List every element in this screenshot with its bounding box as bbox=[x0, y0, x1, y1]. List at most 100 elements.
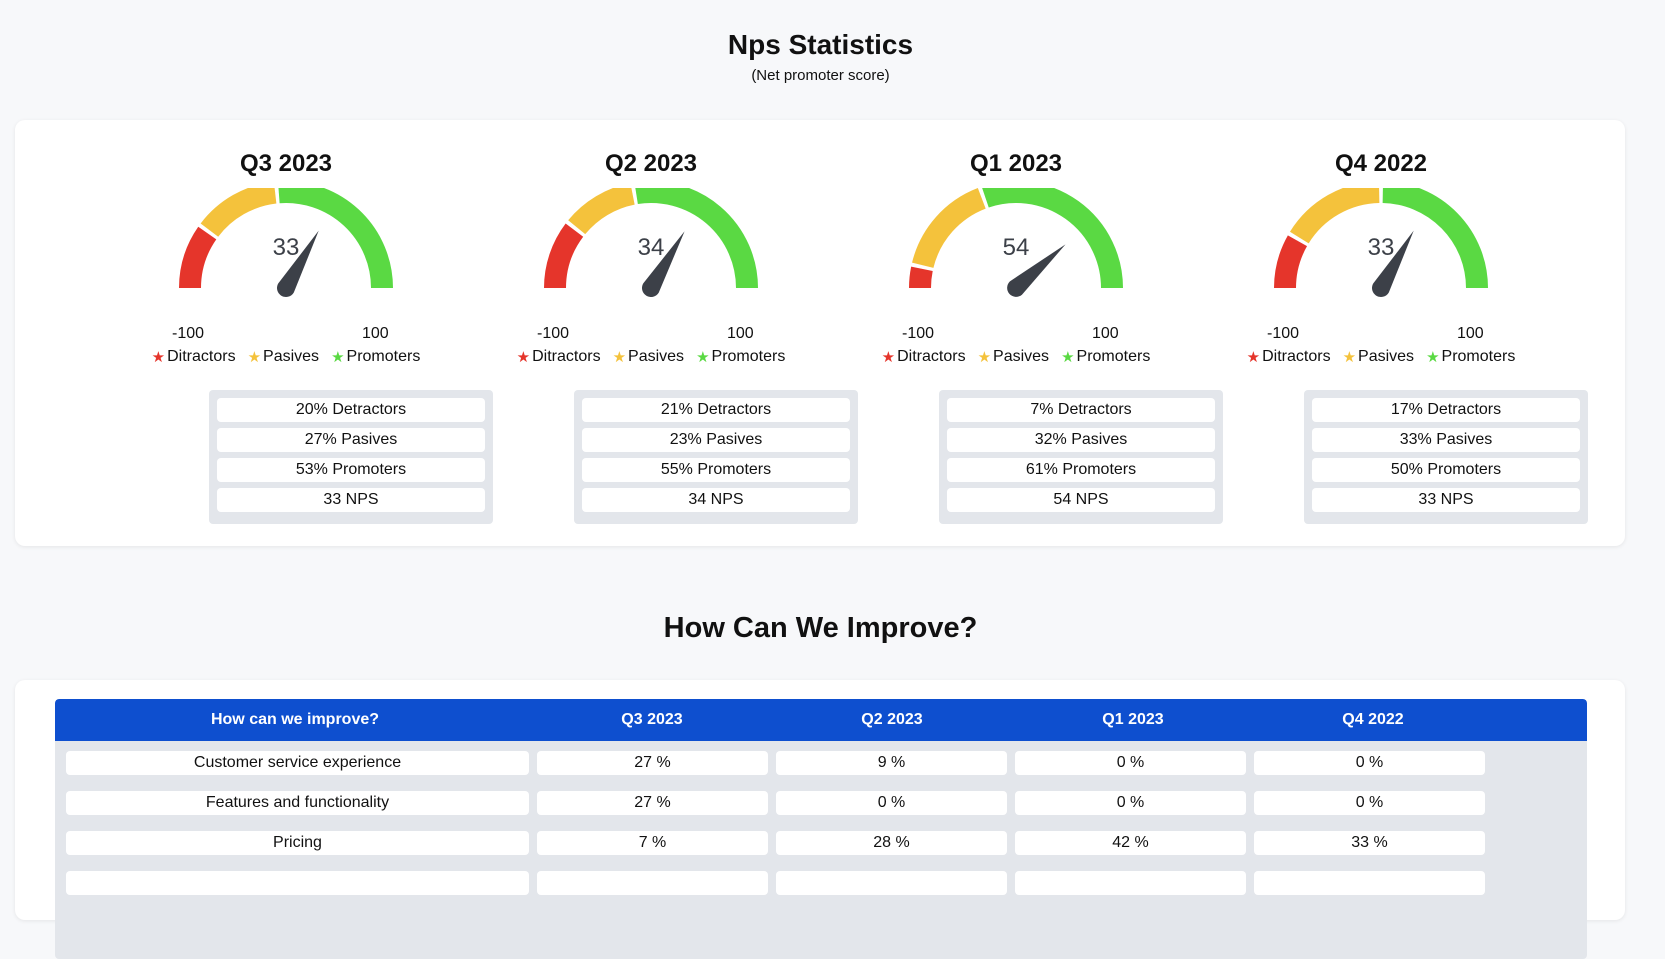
legend-label: Ditractors bbox=[897, 348, 965, 366]
legend-detractors: ★Ditractors bbox=[517, 348, 601, 366]
stat-row: 61% Promoters bbox=[947, 458, 1215, 482]
stat-row: 23% Pasives bbox=[582, 428, 850, 452]
stat-row: 27% Pasives bbox=[217, 428, 485, 452]
star-icon: ★ bbox=[152, 350, 165, 365]
stat-row: 33% Pasives bbox=[1312, 428, 1580, 452]
stat-row: 33 NPS bbox=[217, 488, 485, 512]
legend-promoters: ★Promoters bbox=[1061, 348, 1150, 366]
gauge-value: 34 bbox=[638, 234, 665, 261]
gauge-segment-pasives bbox=[1299, 192, 1379, 238]
stat-row: 21% Detractors bbox=[582, 398, 850, 422]
legend-detractors: ★Ditractors bbox=[1247, 348, 1331, 366]
gauge-segment-pasives bbox=[209, 193, 275, 230]
gauge-max-label: 100 bbox=[1092, 325, 1119, 343]
gauge-legend: ★Ditractors★Pasives★Promoters bbox=[833, 348, 1199, 366]
stat-row: 32% Pasives bbox=[947, 428, 1215, 452]
legend-label: Promoters bbox=[347, 348, 421, 366]
star-icon: ★ bbox=[248, 350, 261, 365]
star-icon: ★ bbox=[331, 350, 344, 365]
stat-row: 17% Detractors bbox=[1312, 398, 1580, 422]
column-header-question: How can we improve? bbox=[145, 699, 445, 741]
table-cell-partial bbox=[537, 871, 768, 895]
gauge-legend: ★Ditractors★Pasives★Promoters bbox=[1198, 348, 1564, 366]
gauge-segment-detractors bbox=[190, 233, 207, 288]
table-cell-partial bbox=[1254, 871, 1485, 895]
legend-label: Promoters bbox=[1077, 348, 1151, 366]
gauge-quarter-title: Q3 2023 bbox=[103, 150, 469, 178]
legend-label: Pasives bbox=[1358, 348, 1414, 366]
legend-label: Ditractors bbox=[532, 348, 600, 366]
gauge-quarter-title: Q4 2022 bbox=[1198, 150, 1564, 178]
star-icon: ★ bbox=[1247, 350, 1260, 365]
legend-label: Ditractors bbox=[1262, 348, 1330, 366]
gauge-value: 54 bbox=[1003, 234, 1030, 261]
star-icon: ★ bbox=[978, 350, 991, 365]
gauge-legend: ★Ditractors★Pasives★Promoters bbox=[103, 348, 469, 366]
gauge-segment-pasives bbox=[577, 194, 633, 227]
percentage-cell: 27 % bbox=[537, 791, 768, 815]
star-icon: ★ bbox=[613, 350, 626, 365]
legend-pasives: ★Pasives bbox=[978, 348, 1049, 366]
legend-promoters: ★Promoters bbox=[1426, 348, 1515, 366]
gauge-value: 33 bbox=[1368, 234, 1395, 261]
star-icon: ★ bbox=[696, 350, 709, 365]
legend-label: Pasives bbox=[993, 348, 1049, 366]
gauge-min-label: -100 bbox=[537, 325, 569, 343]
legend-label: Ditractors bbox=[167, 348, 235, 366]
legend-promoters: ★Promoters bbox=[696, 348, 785, 366]
legend-label: Pasives bbox=[263, 348, 319, 366]
percentage-cell: 27 % bbox=[537, 751, 768, 775]
star-icon: ★ bbox=[882, 350, 895, 365]
nps-gauge: 33 bbox=[176, 188, 396, 328]
percentage-cell: 7 % bbox=[537, 831, 768, 855]
gauge-legend: ★Ditractors★Pasives★Promoters bbox=[468, 348, 834, 366]
gauge-segment-detractors bbox=[920, 269, 922, 288]
gauge-quarter-title: Q1 2023 bbox=[833, 150, 1199, 178]
stat-row: 50% Promoters bbox=[1312, 458, 1580, 482]
table-cell-partial bbox=[1015, 871, 1246, 895]
percentage-cell: 0 % bbox=[776, 791, 1007, 815]
gauge-min-label: -100 bbox=[172, 325, 204, 343]
gauge-segment-detractors bbox=[555, 230, 574, 288]
percentage-cell: 0 % bbox=[1254, 751, 1485, 775]
legend-pasives: ★Pasives bbox=[613, 348, 684, 366]
stat-row: 53% Promoters bbox=[217, 458, 485, 482]
gauge-max-label: 100 bbox=[727, 325, 754, 343]
gauge-max-label: 100 bbox=[1457, 325, 1484, 343]
page-subtitle: (Net promoter score) bbox=[0, 67, 1641, 84]
percentage-cell: 33 % bbox=[1254, 831, 1485, 855]
gauge-segment-promoters bbox=[1383, 192, 1477, 288]
nps-gauge: 33 bbox=[1271, 188, 1491, 328]
percentage-cell: 0 % bbox=[1015, 751, 1246, 775]
column-header-quarter: Q4 2022 bbox=[1223, 699, 1523, 741]
gauge-quarter-title: Q2 2023 bbox=[468, 150, 834, 178]
star-icon: ★ bbox=[1426, 350, 1439, 365]
improvement-category-cell: Pricing bbox=[66, 831, 529, 855]
gauge-segment-pasives bbox=[923, 198, 982, 265]
page-title: Nps Statistics bbox=[0, 29, 1641, 61]
gauge-max-label: 100 bbox=[362, 325, 389, 343]
gauge-min-label: -100 bbox=[1267, 325, 1299, 343]
stat-row: 55% Promoters bbox=[582, 458, 850, 482]
legend-detractors: ★Ditractors bbox=[882, 348, 966, 366]
star-icon: ★ bbox=[517, 350, 530, 365]
percentage-cell: 0 % bbox=[1015, 791, 1246, 815]
percentage-cell: 28 % bbox=[776, 831, 1007, 855]
legend-promoters: ★Promoters bbox=[331, 348, 420, 366]
improvement-category-cell: Features and functionality bbox=[66, 791, 529, 815]
legend-detractors: ★Ditractors bbox=[152, 348, 236, 366]
legend-label: Promoters bbox=[712, 348, 786, 366]
legend-pasives: ★Pasives bbox=[248, 348, 319, 366]
gauge-value: 33 bbox=[273, 234, 300, 261]
